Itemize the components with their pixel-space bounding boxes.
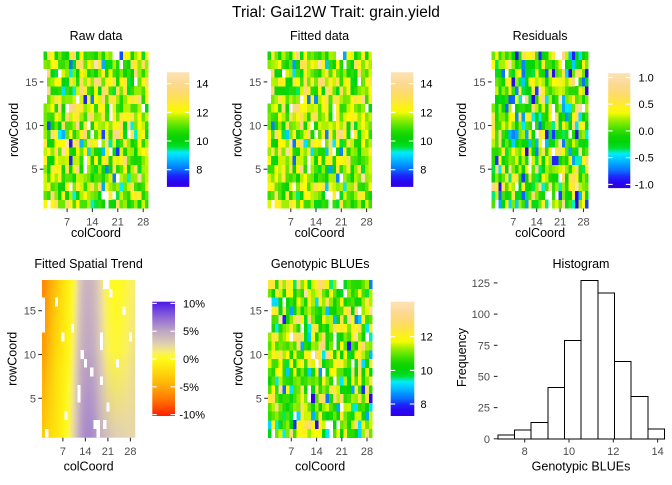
- svg-text:7: 7: [288, 216, 294, 228]
- svg-text:14: 14: [531, 216, 543, 228]
- svg-text:10: 10: [420, 136, 432, 148]
- svg-text:8: 8: [420, 165, 426, 177]
- svg-text:0%: 0%: [183, 354, 199, 366]
- svg-text:-5%: -5%: [179, 382, 199, 394]
- svg-text:10: 10: [421, 365, 433, 377]
- svg-text:10: 10: [563, 446, 575, 458]
- svg-text:10: 10: [473, 121, 485, 133]
- svg-text:15: 15: [25, 77, 37, 89]
- svg-text:rowCoord: rowCoord: [5, 332, 19, 386]
- svg-text:10%: 10%: [183, 298, 205, 310]
- svg-text:125: 125: [472, 278, 490, 290]
- svg-text:15: 15: [24, 306, 36, 318]
- svg-text:rowCoord: rowCoord: [7, 103, 21, 157]
- svg-text:10: 10: [196, 136, 208, 148]
- svg-text:10: 10: [249, 121, 261, 133]
- svg-text:Fitted Spatial Trend: Fitted Spatial Trend: [34, 257, 142, 271]
- svg-text:15: 15: [250, 306, 262, 318]
- svg-text:28: 28: [124, 446, 136, 458]
- svg-text:Raw data: Raw data: [70, 29, 123, 43]
- svg-text:1.0: 1.0: [639, 73, 654, 85]
- svg-text:rowCoord: rowCoord: [231, 103, 245, 157]
- svg-text:15: 15: [249, 77, 261, 89]
- svg-text:14: 14: [310, 446, 322, 458]
- svg-text:25: 25: [478, 403, 490, 415]
- svg-text:colCoord: colCoord: [71, 226, 121, 240]
- svg-text:colCoord: colCoord: [64, 459, 114, 473]
- svg-text:15: 15: [473, 77, 485, 89]
- svg-text:12: 12: [196, 107, 208, 119]
- svg-text:12: 12: [420, 107, 432, 119]
- svg-text:Genotypic BLUEs: Genotypic BLUEs: [271, 257, 370, 271]
- svg-text:Frequency: Frequency: [455, 327, 469, 387]
- svg-text:21: 21: [336, 446, 348, 458]
- svg-text:Fitted data: Fitted data: [290, 29, 349, 43]
- svg-text:5: 5: [479, 164, 485, 176]
- svg-text:Trial: Gai12W Trait: grain.yie: Trial: Gai12W Trait: grain.yield: [232, 4, 440, 21]
- svg-text:-10%: -10%: [179, 410, 205, 422]
- svg-text:21: 21: [554, 216, 566, 228]
- svg-text:100: 100: [472, 309, 490, 321]
- svg-text:50: 50: [478, 371, 490, 383]
- svg-text:Residuals: Residuals: [513, 29, 568, 43]
- svg-text:colCoord: colCoord: [515, 226, 565, 240]
- svg-text:5: 5: [31, 164, 37, 176]
- svg-text:10: 10: [24, 350, 36, 362]
- svg-text:28: 28: [137, 216, 149, 228]
- svg-text:75: 75: [478, 340, 490, 352]
- svg-text:7: 7: [510, 216, 516, 228]
- svg-text:colCoord: colCoord: [295, 226, 345, 240]
- svg-text:5%: 5%: [183, 326, 199, 338]
- svg-text:28: 28: [361, 446, 373, 458]
- svg-text:14: 14: [79, 446, 91, 458]
- svg-text:-1.0: -1.0: [635, 179, 654, 191]
- svg-text:21: 21: [102, 446, 114, 458]
- svg-text:0.0: 0.0: [639, 126, 654, 138]
- svg-text:7: 7: [64, 216, 70, 228]
- svg-text:14: 14: [310, 216, 322, 228]
- svg-text:28: 28: [577, 216, 589, 228]
- svg-text:21: 21: [335, 216, 347, 228]
- svg-text:0: 0: [484, 434, 490, 446]
- svg-text:rowCoord: rowCoord: [231, 332, 245, 386]
- svg-text:12: 12: [607, 446, 619, 458]
- svg-text:10: 10: [25, 121, 37, 133]
- svg-text:14: 14: [86, 216, 98, 228]
- svg-text:10: 10: [250, 350, 262, 362]
- svg-text:7: 7: [288, 446, 294, 458]
- svg-text:14: 14: [196, 79, 208, 91]
- svg-text:Genotypic BLUEs: Genotypic BLUEs: [532, 459, 631, 473]
- svg-text:14: 14: [420, 79, 432, 91]
- svg-text:8: 8: [522, 446, 528, 458]
- svg-text:8: 8: [196, 165, 202, 177]
- svg-text:12: 12: [421, 332, 433, 344]
- svg-text:colCoord: colCoord: [295, 459, 345, 473]
- svg-text:7: 7: [60, 446, 66, 458]
- svg-text:21: 21: [112, 216, 124, 228]
- svg-text:14: 14: [651, 446, 663, 458]
- svg-text:5: 5: [30, 393, 36, 405]
- svg-text:Histogram: Histogram: [553, 257, 610, 271]
- svg-text:28: 28: [360, 216, 372, 228]
- svg-text:5: 5: [255, 164, 261, 176]
- svg-text:8: 8: [421, 399, 427, 411]
- svg-text:rowCoord: rowCoord: [455, 103, 469, 157]
- svg-text:0.5: 0.5: [639, 99, 654, 111]
- svg-text:5: 5: [256, 393, 262, 405]
- svg-text:-0.5: -0.5: [635, 153, 654, 165]
